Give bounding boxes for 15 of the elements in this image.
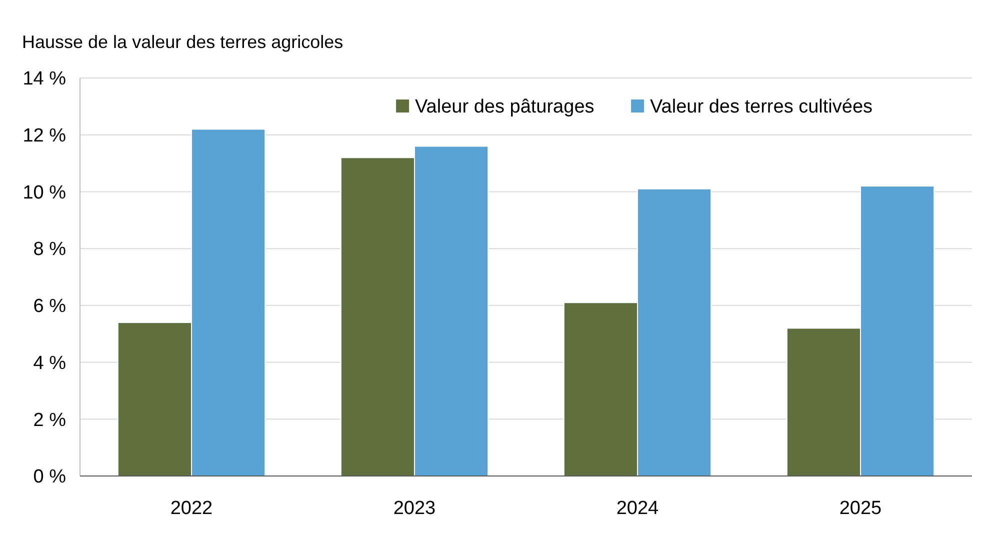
y-tick-label: 12 % [22,126,66,147]
x-tick-label: 2025 [839,498,882,519]
x-tick-label: 2024 [616,498,660,519]
y-tick-label: 2 % [33,410,66,431]
x-tick-label: 2022 [170,498,213,519]
x-tick-label: 2023 [393,498,436,519]
y-tick-label: 0 % [33,466,66,488]
legend-label: Valeur des pâturages [415,96,594,118]
y-tick-label: 14 % [22,68,66,90]
y-tick-label: 10 % [22,182,66,204]
y-tick-label: 8 % [33,239,66,260]
y-tick-label: 6 % [33,296,66,318]
legend-label: Valeur des terres cultivées [650,96,873,118]
chart-title: Hausse de la valeur des terres agricoles [22,32,344,52]
y-tick-label: 4 % [33,352,66,374]
